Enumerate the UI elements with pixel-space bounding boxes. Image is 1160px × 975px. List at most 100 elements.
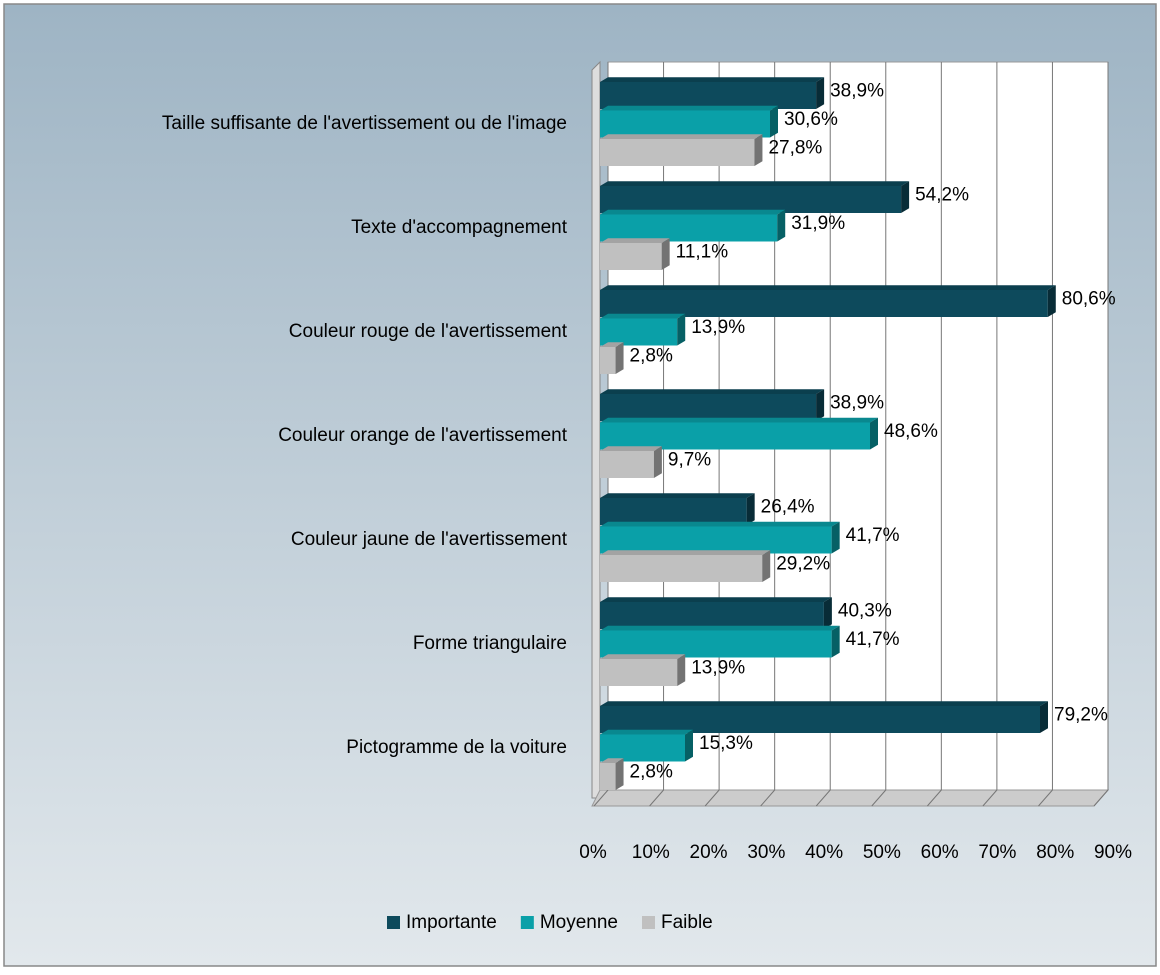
data-label: 15,3%	[699, 733, 753, 754]
bar-side	[1040, 701, 1048, 733]
data-label: 27,8%	[768, 138, 822, 159]
data-label: 13,9%	[691, 658, 745, 679]
data-label: 54,2%	[915, 185, 969, 206]
bar	[600, 498, 747, 525]
bar-top	[600, 238, 670, 243]
bar	[600, 318, 678, 346]
bar-top	[600, 550, 771, 555]
bar	[600, 555, 763, 582]
floor	[591, 789, 1110, 807]
bar	[600, 451, 654, 478]
bar	[600, 110, 770, 138]
bar-side	[816, 389, 825, 421]
y-tick-label: Pictogramme de la voiture	[346, 737, 567, 758]
data-label: 38,9%	[830, 81, 884, 102]
bar-top	[600, 701, 1048, 706]
bar-top	[600, 313, 686, 319]
grid-line	[1093, 62, 1109, 807]
bar	[600, 290, 1048, 317]
data-label: 41,7%	[846, 629, 900, 650]
data-label: 30,6%	[784, 109, 838, 130]
bar-top	[600, 521, 840, 527]
x-tick-label: 20%	[690, 842, 728, 863]
bar-side	[770, 105, 778, 138]
bar-side	[777, 209, 786, 242]
bar	[600, 243, 662, 270]
bar-top	[600, 758, 624, 763]
bar	[600, 394, 817, 421]
bar-top	[600, 342, 624, 347]
data-label: 48,6%	[884, 421, 938, 442]
bar-top	[600, 654, 686, 659]
x-tick-label: 70%	[978, 842, 1016, 863]
bar-side	[816, 77, 825, 109]
bar-top	[600, 105, 778, 111]
data-label: 9,7%	[668, 450, 711, 471]
data-label: 80,6%	[1062, 289, 1116, 310]
bar	[600, 602, 824, 629]
bar-side	[677, 313, 686, 346]
data-label: 11,1%	[676, 242, 729, 263]
bar-side	[870, 417, 878, 450]
y-tick-label: Texte d'accompagnement	[351, 217, 568, 238]
bar-side	[831, 625, 840, 658]
data-label: 41,7%	[846, 525, 900, 546]
bar-top	[600, 625, 840, 631]
data-label: 38,9%	[830, 393, 884, 414]
bar-side	[746, 493, 755, 525]
bar	[600, 347, 616, 374]
y-tick-label: Taille suffisante de l'avertissement ou …	[162, 113, 567, 134]
bar-top	[600, 446, 662, 451]
bar-side	[653, 446, 662, 478]
bar-side	[831, 521, 840, 554]
x-tick-label: 90%	[1094, 842, 1132, 863]
bar-top	[600, 181, 910, 186]
bar-side	[615, 758, 624, 790]
bar-side	[1047, 285, 1056, 317]
bar-top	[600, 285, 1056, 290]
legend-label: Faible	[661, 912, 713, 933]
bar	[600, 422, 870, 450]
x-tick-label: 10%	[632, 842, 670, 863]
bar	[600, 526, 832, 554]
y-tick-label: Couleur orange de l'avertissement	[278, 425, 568, 446]
data-label: 40,3%	[838, 601, 892, 622]
bar-top	[600, 209, 786, 215]
bar-side	[615, 342, 624, 374]
bar-side	[823, 597, 832, 629]
data-label: 26,4%	[761, 497, 815, 518]
x-tick-label: 50%	[863, 842, 901, 863]
bar-top	[600, 493, 755, 498]
data-label: 31,9%	[791, 213, 845, 234]
bar	[600, 659, 678, 686]
bar-side	[685, 729, 693, 762]
bar-side	[754, 134, 763, 166]
bar-side	[762, 550, 771, 582]
bar	[600, 82, 817, 109]
left-wall	[591, 60, 601, 799]
bar-top	[600, 417, 878, 423]
legend-swatch	[642, 916, 655, 929]
legend-label: Moyenne	[540, 912, 618, 933]
bar	[600, 139, 755, 166]
bar-side	[901, 181, 910, 213]
data-label: 79,2%	[1054, 705, 1108, 726]
data-label: 2,8%	[630, 346, 673, 367]
legend-swatch	[520, 916, 534, 929]
x-tick-label: 0%	[579, 842, 607, 863]
data-label: 13,9%	[691, 317, 745, 338]
bar-top	[600, 389, 825, 394]
y-tick-label: Couleur rouge de l'avertissement	[289, 321, 568, 342]
bar-top	[600, 134, 763, 139]
bar	[600, 186, 902, 213]
legend-swatch	[387, 916, 400, 929]
x-tick-label: 80%	[1036, 842, 1074, 863]
bar	[600, 734, 685, 762]
y-tick-label: Forme triangulaire	[413, 633, 567, 654]
bar-top	[600, 729, 693, 735]
x-tick-label: 40%	[805, 842, 843, 863]
bar-side	[661, 238, 670, 270]
data-label: 29,2%	[776, 554, 830, 575]
y-tick-label: Couleur jaune de l'avertissement	[291, 529, 568, 550]
